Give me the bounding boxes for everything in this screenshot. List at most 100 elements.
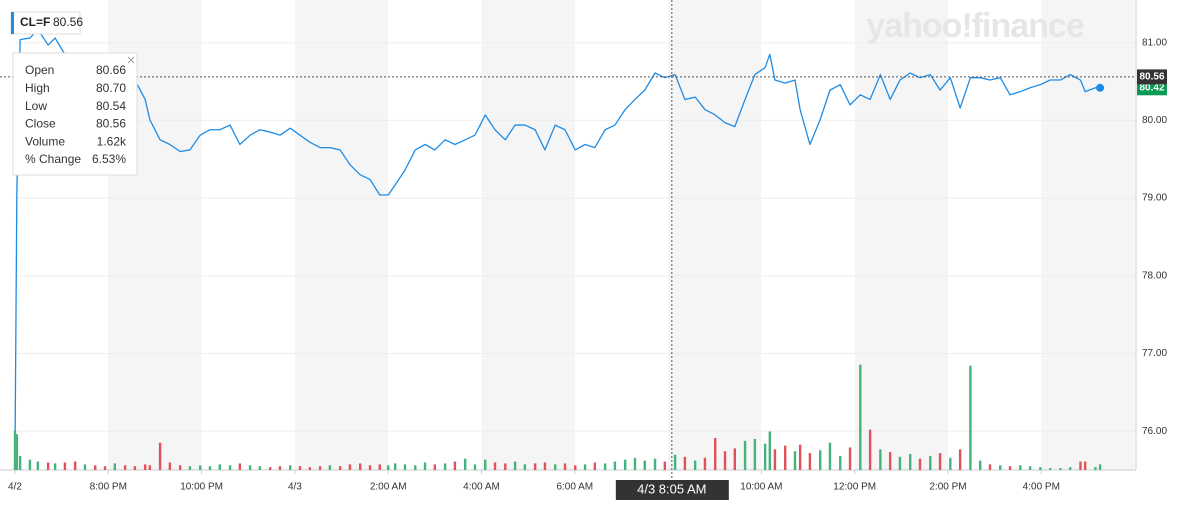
volume-bar	[94, 465, 97, 470]
tooltip-label: Low	[25, 99, 47, 113]
volume-bar	[248, 465, 252, 470]
volume-bar	[554, 464, 557, 470]
volume-bar	[1039, 467, 1042, 470]
volume-bar	[158, 442, 162, 470]
y-tick-label: 79.00	[1142, 193, 1167, 204]
volume-bar	[493, 462, 497, 470]
volume-bar	[433, 464, 437, 470]
volume-bar	[949, 457, 952, 470]
x-tick-label: 10:00 AM	[740, 482, 782, 493]
volume-bar	[1079, 461, 1082, 470]
shaded-band	[481, 0, 575, 470]
price-line	[14, 28, 1101, 456]
volume-bar	[1094, 467, 1097, 470]
volume-bar	[603, 463, 607, 470]
last-price-label: 80.42	[1139, 82, 1164, 93]
x-tick-label: 2:00 AM	[370, 482, 407, 493]
volume-bar	[643, 460, 646, 470]
volume-bar	[743, 440, 747, 470]
tooltip-label: Volume	[25, 134, 65, 148]
volume-bar	[15, 434, 19, 470]
volume-bar	[403, 464, 407, 470]
volume-bar	[909, 454, 912, 470]
volume-bar	[1019, 465, 1022, 470]
x-tick-label: 4:00 PM	[1023, 482, 1060, 493]
volume-bar	[298, 466, 302, 470]
volume-bar	[798, 444, 802, 470]
volume-bar	[484, 459, 487, 470]
volume-bar	[714, 438, 717, 470]
volume-bar	[633, 457, 637, 470]
volume-bar	[533, 463, 537, 470]
volume-bar	[623, 459, 627, 470]
volume-bar	[28, 459, 32, 470]
volume-bar	[148, 465, 152, 470]
volume-bar	[683, 456, 687, 470]
volume-bar	[978, 460, 982, 470]
volume-bar	[393, 463, 397, 470]
volume-bar	[1048, 468, 1052, 470]
symbol-badge: CL=F 80.56	[10, 11, 83, 35]
background: 76.00 77.00 78.00 79.00 80.00 81.00 4/2 8:00 PM…	[0, 0, 1167, 493]
volume-bar	[793, 451, 797, 470]
volume-bar	[378, 464, 382, 470]
tooltip-value: 80.56	[96, 117, 126, 131]
y-tick-label: 78.00	[1142, 270, 1167, 281]
volume-bar	[463, 458, 467, 470]
volume-bar	[133, 466, 137, 470]
volume-bar	[504, 463, 507, 470]
volume-bar	[123, 465, 127, 470]
volume-bar	[338, 466, 342, 470]
volume-bar	[828, 442, 832, 470]
volume-bar	[453, 461, 457, 470]
close-stroke	[127, 56, 135, 64]
volume-bar	[13, 430, 17, 470]
volume-bar	[53, 463, 57, 470]
volume-bar	[938, 453, 942, 470]
volume-bar	[348, 464, 352, 470]
tooltip-value: 80.70	[96, 81, 126, 95]
volume-bar	[1059, 468, 1062, 470]
volume-bar	[673, 454, 677, 470]
volume-bar	[387, 465, 390, 470]
volume-bar	[328, 465, 332, 470]
crosshair-y-badge	[1137, 69, 1167, 85]
volume-bar	[888, 452, 892, 470]
close-icon[interactable]	[127, 56, 135, 64]
volume-bar	[308, 467, 312, 470]
volume-bar	[879, 449, 882, 470]
y-tick-label: 81.00	[1142, 37, 1167, 48]
shaded-band	[294, 0, 389, 470]
volume-bar	[969, 365, 972, 470]
symbol-price: 80.56	[53, 15, 83, 29]
volume-bar	[733, 448, 737, 470]
x-tick-label: 4:00 AM	[463, 482, 500, 493]
volume-bar	[918, 458, 922, 470]
volume-bar	[238, 463, 242, 470]
plot-area	[13, 28, 1105, 470]
tooltip-label: % Change	[25, 152, 81, 166]
volume-bar	[188, 466, 192, 470]
volume-bar	[1069, 467, 1072, 470]
x-tick-label: 12:00 PM	[833, 482, 876, 493]
volume-bar	[523, 464, 527, 470]
volume-bar	[859, 364, 862, 470]
volume-bar	[46, 462, 50, 470]
volume-bar	[1028, 466, 1032, 470]
volume-bar	[368, 465, 372, 470]
volume-bar	[83, 464, 87, 470]
tooltip-value: 1.62k	[97, 134, 127, 148]
volume-bar	[868, 429, 872, 470]
tooltip-label: Close	[25, 117, 56, 131]
tooltip-label: High	[25, 81, 50, 95]
tooltip-value: 80.66	[96, 63, 126, 77]
volume-bar	[18, 455, 22, 470]
volume-bar	[848, 447, 852, 470]
x-tick-label: 8:00 PM	[90, 482, 127, 493]
shaded-band	[1041, 0, 1135, 470]
volume-bar	[808, 453, 812, 470]
volume-bar	[268, 467, 272, 470]
volume-bar	[768, 431, 771, 470]
